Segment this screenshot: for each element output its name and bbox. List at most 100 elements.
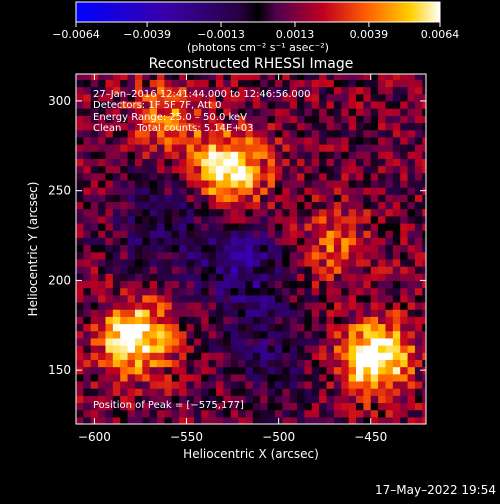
heatmap-pixel	[149, 194, 158, 203]
heatmap-pixel	[333, 230, 342, 238]
heatmap-pixel	[385, 388, 394, 396]
heatmap-pixel	[230, 316, 239, 325]
heatmap-pixel	[370, 100, 379, 109]
heatmap-pixel	[179, 108, 188, 116]
heatmap-pixel	[186, 380, 195, 389]
heatmap-pixel	[179, 323, 188, 332]
heatmap-pixel	[149, 359, 158, 368]
heatmap-pixel	[83, 251, 92, 260]
heatmap-pixel	[326, 273, 335, 282]
heatmap-pixel	[400, 244, 409, 253]
heatmap-pixel	[142, 244, 151, 253]
y-tick-label: 300	[48, 94, 71, 108]
heatmap-pixel	[385, 352, 394, 360]
heatmap-pixel	[341, 345, 350, 353]
heatmap-pixel	[245, 115, 254, 124]
heatmap-pixel	[348, 74, 357, 80]
heatmap-pixel	[186, 108, 195, 116]
heatmap-pixel	[208, 402, 217, 411]
heatmap-pixel	[105, 337, 114, 346]
heatmap-pixel	[297, 194, 306, 203]
heatmap-pixel	[186, 352, 195, 360]
heatmap-pixel	[149, 352, 158, 360]
heatmap-pixel	[127, 352, 136, 360]
heatmap-pixel	[245, 93, 254, 102]
heatmap-pixel	[370, 416, 379, 424]
heatmap-pixel	[326, 179, 335, 188]
heatmap-pixel	[164, 416, 173, 424]
heatmap-pixel	[230, 294, 239, 303]
heatmap-pixel	[112, 330, 121, 339]
heatmap-pixel	[400, 309, 409, 317]
heatmap-pixel	[267, 266, 276, 274]
heatmap-pixel	[76, 266, 84, 274]
heatmap-pixel	[120, 194, 129, 203]
heatmap-pixel	[326, 301, 335, 310]
heatmap-pixel	[289, 402, 298, 411]
heatmap-pixel	[98, 158, 107, 167]
heatmap-pixel	[274, 194, 283, 203]
heatmap-pixel	[414, 215, 423, 224]
heatmap-pixel	[179, 165, 188, 174]
heatmap-pixel	[356, 194, 364, 203]
heatmap-pixel	[260, 280, 269, 289]
heatmap-pixel	[142, 108, 151, 116]
heatmap-pixel	[90, 158, 99, 167]
heatmap-pixel	[171, 201, 180, 210]
heatmap-pixel	[238, 86, 247, 95]
heatmap-pixel	[216, 122, 224, 131]
heatmap-pixel	[319, 258, 328, 267]
heatmap-pixel	[392, 129, 401, 138]
heatmap-pixel	[179, 352, 188, 360]
heatmap-pixel	[348, 172, 357, 181]
heatmap-pixel	[186, 79, 195, 88]
heatmap-pixel	[83, 215, 92, 224]
heatmap-pixel	[223, 194, 232, 203]
heatmap-pixel	[142, 136, 151, 145]
heatmap-pixel	[90, 172, 99, 181]
heatmap-pixel	[98, 359, 107, 368]
heatmap-pixel	[201, 237, 210, 246]
heatmap-pixel	[311, 323, 320, 332]
heatmap-pixel	[238, 287, 247, 296]
heatmap-pixel	[201, 316, 210, 325]
heatmap-pixel	[378, 179, 387, 188]
heatmap-pixel	[348, 287, 357, 296]
heatmap-pixel	[422, 380, 426, 389]
heatmap-pixel	[223, 108, 232, 116]
heatmap-pixel	[252, 244, 261, 253]
heatmap-pixel	[414, 222, 423, 231]
heatmap-pixel	[341, 165, 350, 174]
heatmap-pixel	[157, 287, 166, 296]
heatmap-pixel	[193, 115, 202, 124]
heatmap-pixel	[385, 115, 394, 124]
heatmap-pixel	[164, 345, 173, 353]
heatmap-pixel	[223, 373, 232, 382]
heatmap-pixel	[289, 108, 298, 116]
heatmap-pixel	[216, 129, 224, 138]
heatmap-pixel	[356, 280, 364, 289]
heatmap-pixel	[193, 136, 202, 145]
heatmap-pixel	[407, 129, 416, 138]
heatmap-pixel	[414, 330, 423, 339]
heatmap-pixel	[333, 345, 342, 353]
heatmap-pixel	[378, 74, 387, 80]
heatmap-pixel	[370, 129, 379, 138]
heatmap-pixel	[142, 416, 151, 424]
heatmap-pixel	[127, 93, 136, 102]
heatmap-pixel	[120, 373, 129, 382]
heatmap-pixel	[149, 187, 158, 195]
heatmap-pixel	[274, 294, 283, 303]
heatmap-pixel	[267, 316, 276, 325]
heatmap-pixel	[83, 187, 92, 195]
heatmap-pixel	[385, 359, 394, 368]
heatmap-pixel	[274, 402, 283, 411]
heatmap-pixel	[201, 280, 210, 289]
heatmap-pixel	[392, 330, 401, 339]
heatmap-pixel	[274, 122, 283, 131]
heatmap-pixel	[326, 244, 335, 253]
heatmap-pixel	[245, 266, 254, 274]
heatmap-pixel	[348, 244, 357, 253]
heatmap-pixel	[142, 330, 151, 339]
heatmap-pixel	[105, 352, 114, 360]
